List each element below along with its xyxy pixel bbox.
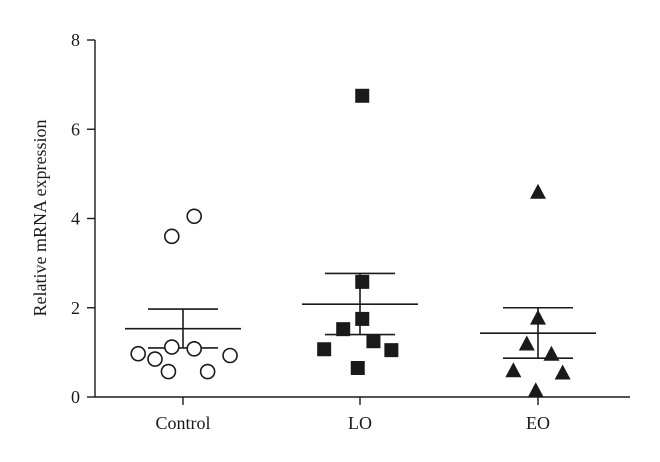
data-point bbox=[147, 351, 163, 367]
mean-sem-bars bbox=[125, 272, 596, 359]
x-tick-label: Control bbox=[155, 413, 210, 433]
data-point bbox=[366, 334, 381, 349]
data-point bbox=[186, 208, 202, 225]
x-tick-label: EO bbox=[526, 413, 550, 433]
y-axis-title: Relative mRNA expression bbox=[30, 120, 50, 317]
y-tick-label: 8 bbox=[71, 30, 80, 50]
x-tick-label: LO bbox=[348, 413, 372, 433]
data-point bbox=[355, 88, 370, 103]
data-point bbox=[186, 341, 202, 357]
data-point bbox=[336, 322, 351, 337]
data-point bbox=[317, 342, 332, 357]
y-tick-label: 2 bbox=[71, 298, 80, 318]
data-point bbox=[164, 339, 180, 355]
data-point bbox=[350, 360, 365, 375]
data-point bbox=[527, 382, 544, 398]
data-point bbox=[518, 335, 535, 351]
data-point bbox=[505, 362, 522, 378]
y-tick-label: 6 bbox=[71, 119, 80, 139]
data-point bbox=[554, 364, 571, 380]
data-point bbox=[160, 363, 177, 380]
data-point bbox=[199, 363, 216, 380]
data-points bbox=[130, 88, 571, 398]
data-point bbox=[543, 345, 560, 361]
y-tick-label: 4 bbox=[71, 209, 80, 229]
data-point bbox=[530, 183, 546, 199]
data-point bbox=[384, 343, 399, 358]
data-point bbox=[355, 311, 370, 326]
data-point bbox=[130, 345, 146, 362]
y-axis: 0 2 4 6 8 bbox=[71, 30, 96, 407]
y-tick-label: 0 bbox=[71, 387, 80, 407]
data-point bbox=[355, 274, 370, 289]
data-point bbox=[530, 309, 546, 325]
data-point bbox=[164, 228, 180, 245]
data-point bbox=[222, 347, 238, 364]
x-axis: Control LO EO bbox=[95, 396, 630, 433]
